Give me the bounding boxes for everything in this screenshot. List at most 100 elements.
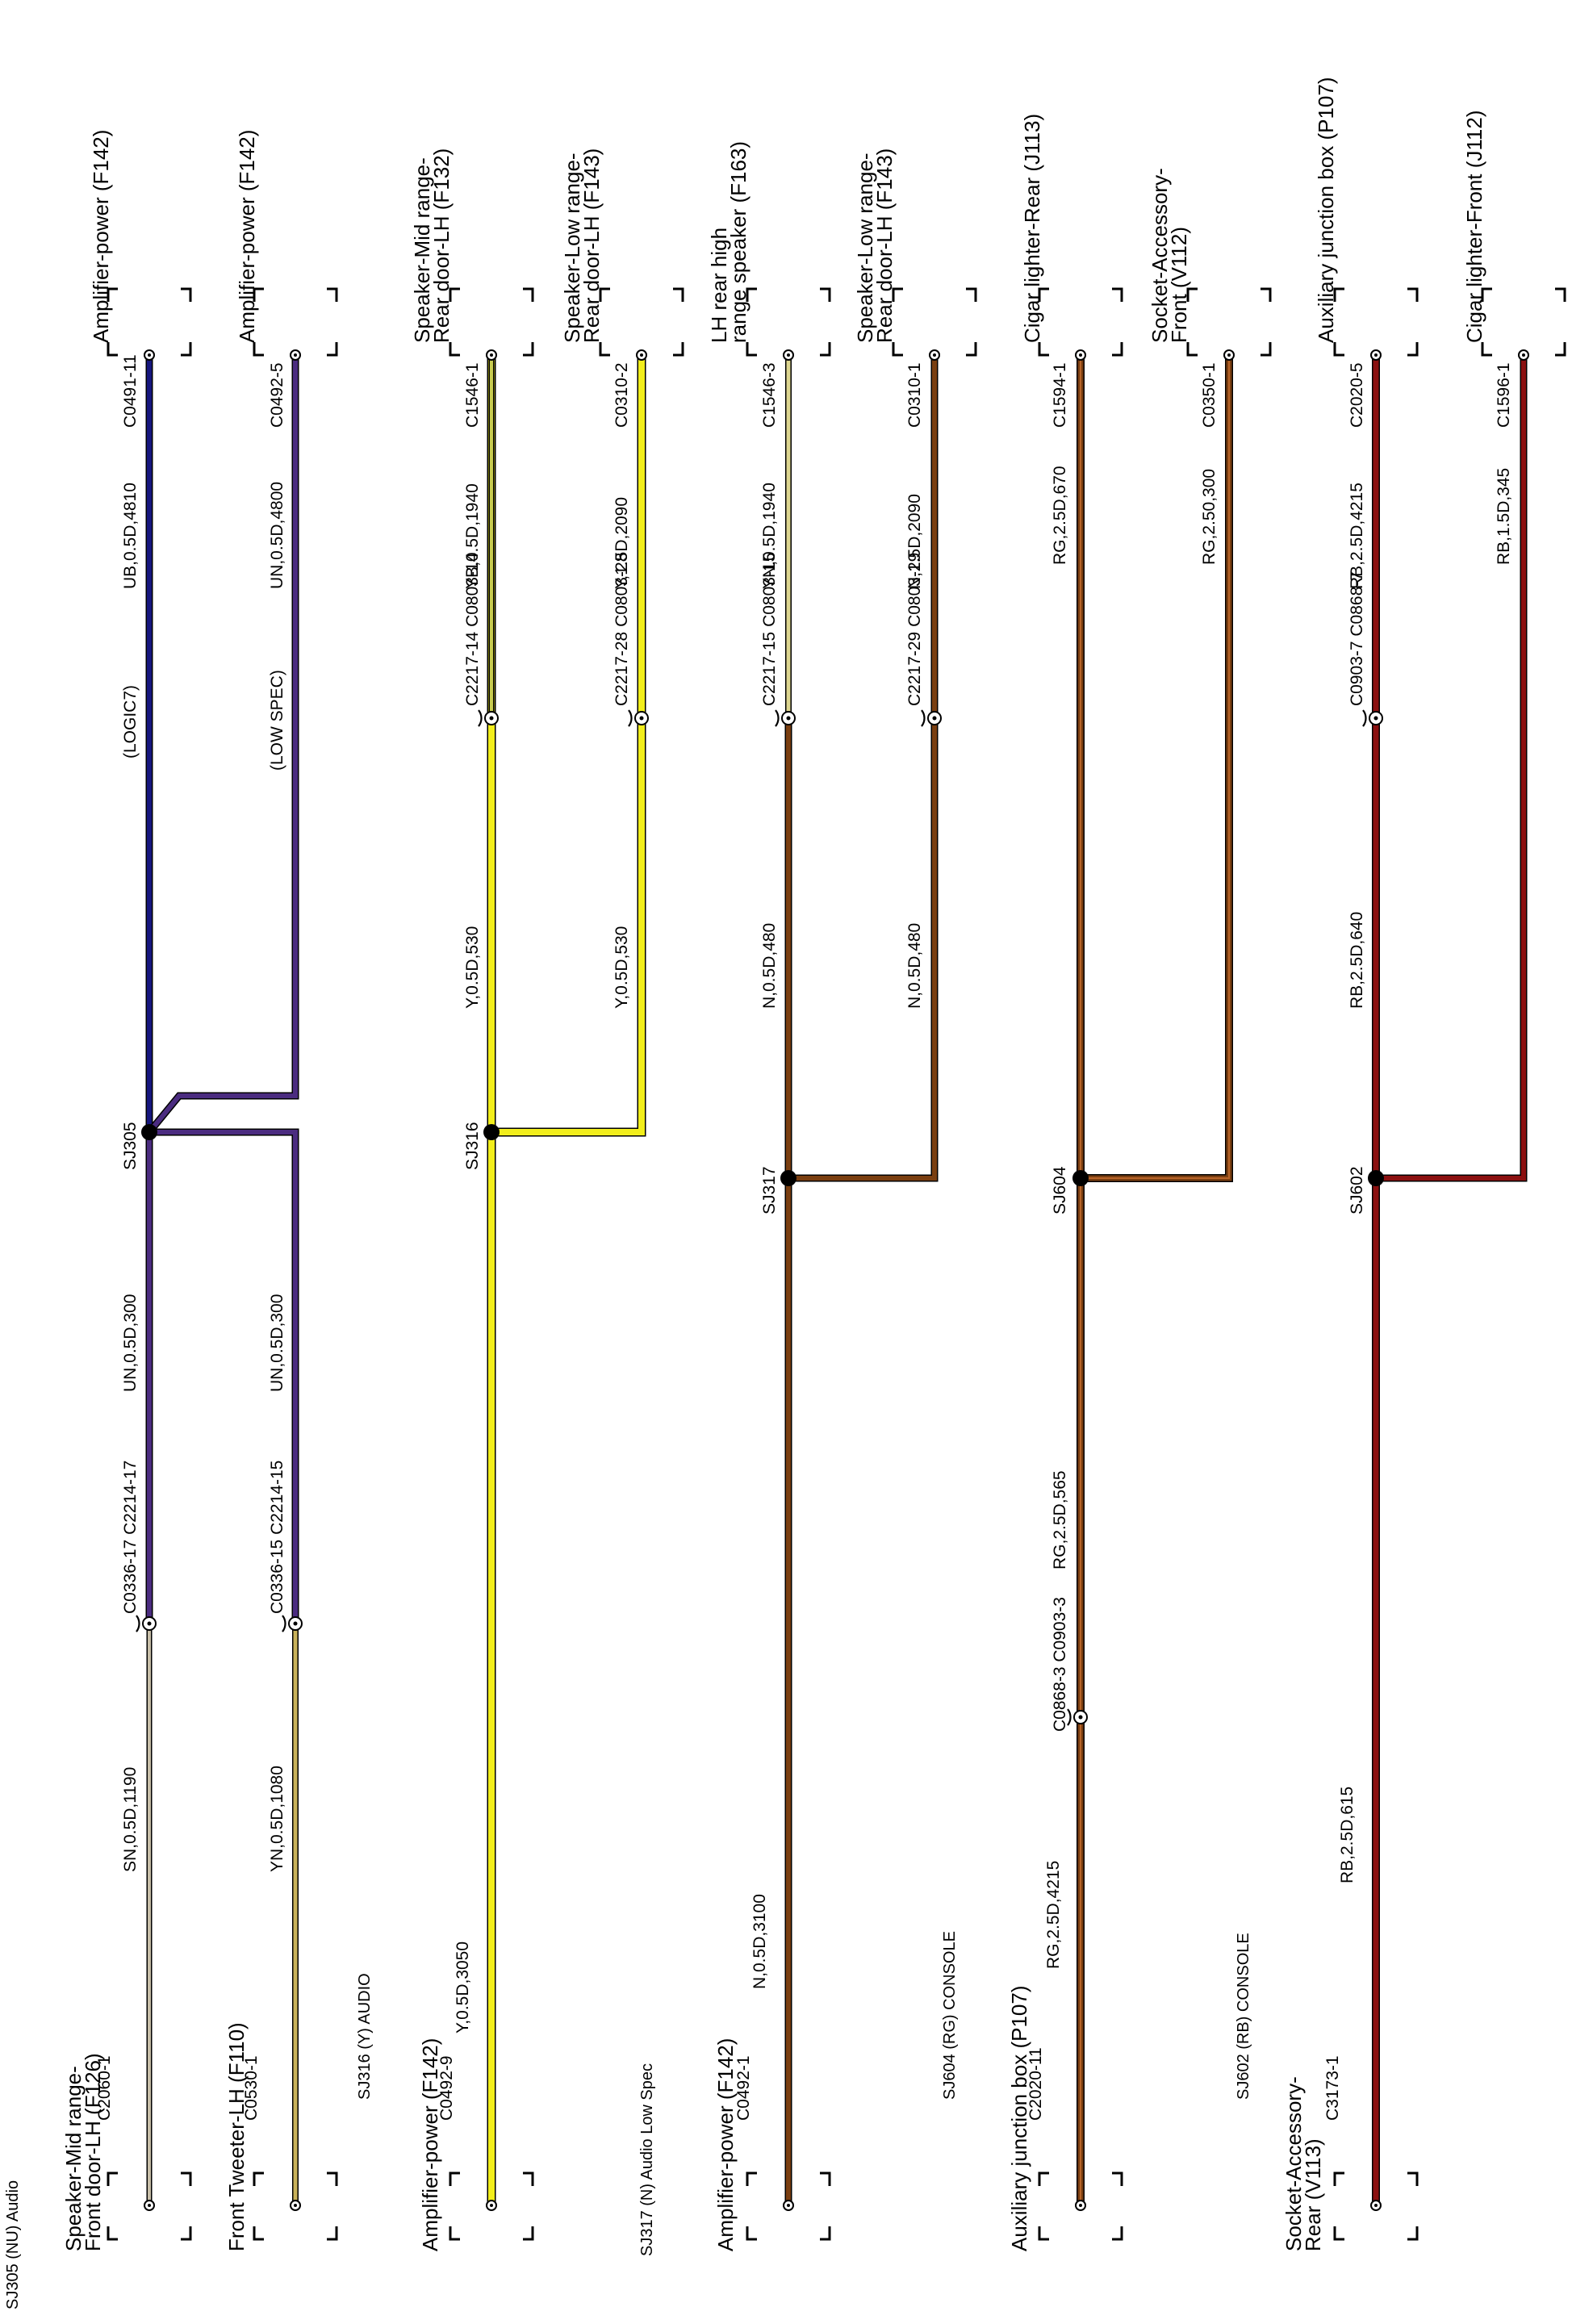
- component-name: Socket-Accessory-: [1148, 168, 1172, 343]
- top-component-labels: Amplifier-power (F142) Amplifier-power (…: [89, 77, 1486, 344]
- wire-spec: RB,2.5D,615: [1338, 1787, 1357, 1883]
- wire-spec: RG,2.5D,670: [1051, 466, 1069, 565]
- wire-spec: UN,0.5D,300: [121, 1294, 140, 1392]
- connector-box-icon: [253, 2171, 338, 2241]
- connector-box-icon: [449, 2171, 534, 2241]
- component-name: Auxiliary junction box (P107): [1314, 77, 1338, 344]
- component-name: Speaker-Low range-: [560, 153, 584, 343]
- component-name: Front door-LH (F126): [81, 2053, 105, 2251]
- wire-spec: RG,2.5D,565: [1051, 1470, 1069, 1570]
- inline-connector-id: C2217-28 C0803-28: [612, 553, 631, 706]
- pin-icon: [1370, 2200, 1382, 2211]
- splices: [141, 1124, 1384, 1186]
- pin-icon: [1370, 349, 1382, 361]
- inline-connector-id: C0868-3 C0903-3: [1051, 1597, 1069, 1732]
- section-title: SJ305 (NU) Audio: [4, 2180, 22, 2309]
- pin-icon: [486, 2200, 497, 2211]
- pin-icon: [1223, 349, 1235, 361]
- component-name: Amplifier-power (F142): [235, 130, 259, 343]
- component-name: range speaker (F163): [726, 141, 750, 343]
- component-name: Cigar lighter-Front (J112): [1462, 110, 1486, 343]
- pin-icon: [144, 349, 155, 361]
- inline-connector-id: C2217-29 C0803-29: [905, 553, 924, 706]
- pin-icon: [636, 349, 647, 361]
- inline-connector-icon: [920, 708, 943, 728]
- bottom-connector-boxes: [107, 2171, 1419, 2241]
- splice-labels: SJ305 SJ316 SJ317 SJ604 SJ602: [121, 1122, 1366, 1214]
- component-name: Speaker-Mid range-: [410, 157, 434, 343]
- top-connector-boxes: [107, 287, 1566, 357]
- component-name: LH rear high: [707, 228, 731, 343]
- connector-box-icon: [892, 287, 977, 357]
- inline-connector-id: C0903-7 C0868-7: [1348, 571, 1366, 706]
- diagram-content: SJ305 (NU) Audio SJ316 (Y) AUDIO SJ317 (…: [4, 77, 1566, 2309]
- connector-box-icon: [1038, 287, 1123, 357]
- pin-icon: [290, 2200, 301, 2211]
- splice-id: SJ316: [463, 1122, 482, 1170]
- connector-box-icon: [746, 287, 831, 357]
- component-name: Rear door-LH (F143): [872, 148, 897, 343]
- connector-pin-id: C0530-1: [242, 2055, 261, 2121]
- inline-connector-icon: [1361, 708, 1384, 728]
- connector-box-icon: [1186, 287, 1272, 357]
- wire-spec: RB,2.5D,640: [1348, 912, 1366, 1009]
- component-name: Socket-Accessory-: [1281, 2076, 1306, 2251]
- wire-spec: RG,2.50,300: [1200, 469, 1219, 565]
- inline-connector-id: C2217-14 C0803-14: [463, 552, 482, 706]
- connector-box-icon: [1481, 287, 1566, 357]
- splice-sj602: [1368, 1170, 1384, 1186]
- inline-connector-labels: C0336-17 C2214-17 C0336-15 C2214-15 C086…: [121, 552, 1366, 1732]
- splice-id: SJ317: [760, 1166, 779, 1214]
- wire-spec: Y,1.5D,2090: [612, 497, 631, 589]
- inline-connector-icon: [135, 1614, 157, 1633]
- top-pin-labels: C0491-11 C0492-5 C1546-1 C0310-2 C1546-3…: [121, 354, 1513, 428]
- splice-sj316: [483, 1124, 500, 1140]
- connector-pin-id: C0350-1: [1200, 362, 1219, 428]
- section-title: SJ316 (Y) AUDIO: [356, 1973, 374, 2100]
- pin-icon: [486, 349, 497, 361]
- wires: [145, 355, 1528, 2205]
- component-name: Rear door-LH (F143): [579, 148, 604, 343]
- wire-spec: YN,0.5D,1080: [268, 1766, 286, 1872]
- wire-spec: Y,0.5D,530: [463, 926, 482, 1009]
- pin-icon: [144, 2200, 155, 2211]
- connector-pin-id: C2060-1: [95, 2055, 114, 2121]
- connector-pin-id: C0492-9: [437, 2055, 456, 2121]
- qualifiers: (LOGIC7) (LOW SPEC): [121, 670, 286, 771]
- component-name: Front Tweeter-LH (F110): [224, 2022, 249, 2251]
- inline-connector-id: C2217-15 C0803-15: [760, 553, 779, 706]
- wire-qualifier: (LOW SPEC): [268, 670, 286, 771]
- inline-connector-icon: [281, 1614, 303, 1633]
- component-name: Amplifier-power (F142): [89, 130, 113, 343]
- splice-id: SJ602: [1348, 1166, 1366, 1214]
- component-name: Cigar lighter-Rear (J113): [1020, 114, 1044, 343]
- pin-icon: [929, 349, 940, 361]
- component-name: Rear door-LH (F132): [429, 148, 454, 343]
- wire-spec: N,0.5D,480: [760, 923, 779, 1009]
- inline-connector-icon: [477, 708, 500, 728]
- section-titles: SJ305 (NU) Audio SJ316 (Y) AUDIO SJ317 (…: [4, 1931, 1252, 2309]
- pin-icon: [1075, 349, 1086, 361]
- splice-sj317: [780, 1170, 796, 1186]
- wire-spec: N,0.5D,480: [905, 923, 924, 1009]
- wire-spec: RG,2.5D,4215: [1044, 1861, 1063, 1969]
- wire-spec: Y,0.5D,3050: [454, 1942, 472, 2034]
- connector-box-icon: [599, 287, 684, 357]
- pins: [144, 349, 1529, 2211]
- splice-id: SJ305: [121, 1122, 140, 1170]
- wire-spec: UN,0.5D,4800: [268, 482, 286, 589]
- connector-pin-id: C1546-3: [760, 362, 779, 428]
- component-name: Auxiliary junction box (P107): [1007, 1986, 1031, 2252]
- pin-icon: [290, 349, 301, 361]
- wire-spec: UN,0.5D,300: [268, 1294, 286, 1392]
- inline-connector-icon: [774, 708, 796, 728]
- inline-connector-id: C0336-15 C2214-15: [268, 1461, 286, 1614]
- wire-spec: SN,0.5D,1190: [121, 1767, 140, 1872]
- connector-pin-id: C0492-1: [734, 2055, 753, 2121]
- wire-spec: RB,2.5D,4215: [1348, 483, 1366, 589]
- component-name: Speaker-Mid range-: [61, 2066, 86, 2251]
- inline-connector-icon: [1066, 1707, 1089, 1727]
- wire-spec: YB,0.5D,1940: [463, 483, 482, 589]
- wire-qualifier: (LOGIC7): [121, 685, 140, 759]
